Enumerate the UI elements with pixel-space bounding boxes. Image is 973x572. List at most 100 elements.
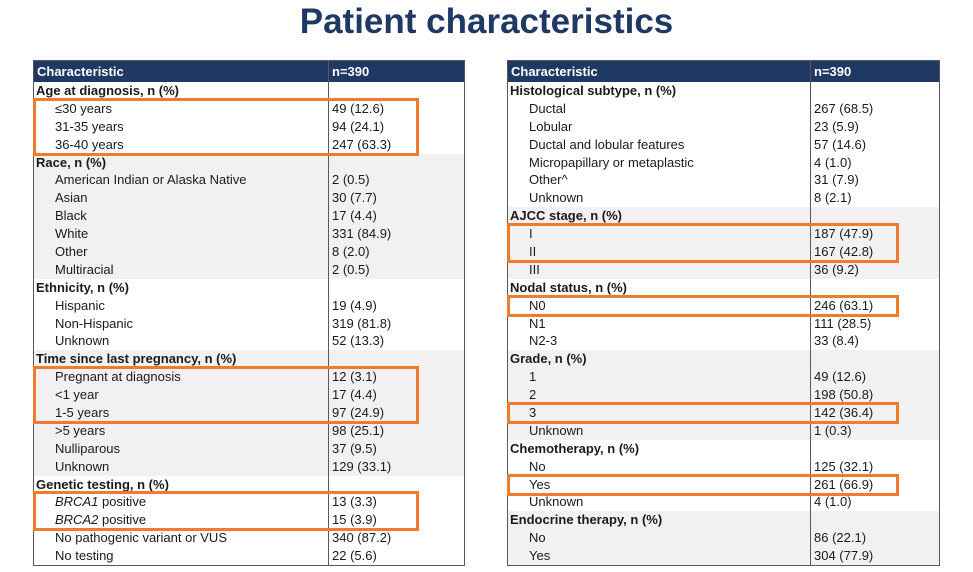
row-label: No	[529, 530, 546, 546]
value-cell	[810, 82, 939, 100]
table-row: Unknown 52 (13.3)	[34, 332, 464, 350]
row-label: Yes	[529, 476, 551, 492]
row-value: 267 (68.5)	[814, 100, 874, 116]
section-header-row: Race, n (%)	[34, 153, 464, 172]
table-row: Ductal and lobular features 57 (14.6)	[508, 136, 939, 154]
characteristic-cell: 1	[508, 368, 810, 386]
row-value: 12 (3.1)	[332, 369, 377, 385]
value-cell: 8 (2.1)	[810, 189, 939, 207]
row-label: Ductal and lobular features	[529, 136, 685, 152]
section-header-row: AJCC stage, n (%)	[508, 207, 939, 226]
characteristic-cell: No	[508, 529, 810, 547]
row-label: Pregnant at diagnosis	[55, 369, 181, 385]
row-value: 49 (12.6)	[332, 100, 385, 116]
value-cell	[810, 511, 939, 529]
row-label: 1-5 years	[55, 405, 110, 421]
row-label: 31-35 years	[55, 118, 124, 134]
section-label: Histological subtype, n (%)	[510, 83, 677, 98]
section-label: Genetic testing, n (%)	[36, 476, 169, 492]
row-label: Black	[55, 208, 87, 224]
row-value: 30 (7.7)	[332, 190, 377, 206]
characteristic-cell: Unknown	[508, 422, 810, 440]
section-label-cell: Endocrine therapy, n (%)	[508, 511, 810, 529]
value-cell: 22 (5.6)	[328, 547, 464, 565]
row-label: ≤30 years	[55, 100, 112, 116]
section-label: AJCC stage, n (%)	[510, 208, 622, 224]
characteristic-cell: N1	[508, 315, 810, 333]
table-row: Lobular 23 (5.9)	[508, 118, 939, 136]
gene-name: BRCA2	[55, 512, 99, 528]
section-label-cell: Grade, n (%)	[508, 350, 810, 368]
characteristic-cell: 1-5 years	[34, 404, 328, 422]
section-label: Grade, n (%)	[510, 351, 587, 367]
row-value: 31 (7.9)	[814, 172, 859, 188]
row-value: 8 (2.1)	[814, 190, 852, 206]
value-cell: 15 (3.9)	[328, 511, 464, 529]
value-cell: 97 (24.9)	[328, 404, 464, 422]
row-value: 340 (87.2)	[332, 530, 392, 546]
section-header-row: Histological subtype, n (%)	[508, 82, 939, 100]
row-label: Yes	[529, 548, 551, 564]
section-header-row: Nodal status, n (%)	[508, 279, 939, 297]
characteristic-cell: >5 years	[34, 422, 328, 440]
characteristic-cell: 36-40 years	[34, 136, 328, 154]
value-cell: 129 (33.1)	[328, 458, 464, 476]
characteristic-cell: Black	[34, 207, 328, 225]
row-label: II	[529, 244, 537, 260]
characteristic-cell: BRCA1 positive	[34, 493, 328, 511]
characteristic-cell: Non-Hispanic	[34, 315, 328, 333]
row-value: 37 (9.5)	[332, 440, 377, 456]
value-cell: 4 (1.0)	[810, 154, 939, 172]
row-value: 52 (13.3)	[332, 333, 385, 349]
row-label: Other	[55, 244, 88, 260]
characteristic-cell: Yes	[508, 547, 810, 565]
value-cell: 4 (1.0)	[810, 493, 939, 511]
table-row: American Indian or Alaska Native 2 (0.5)	[34, 171, 464, 190]
table-row: BRCA2 positive 15 (3.9)	[34, 511, 464, 529]
section-label: Endocrine therapy, n (%)	[510, 512, 663, 528]
row-label: Asian	[55, 190, 88, 206]
table-row: Other^ 31 (7.9)	[508, 171, 939, 189]
table-row: No pathogenic variant or VUS 340 (87.2)	[34, 529, 464, 547]
table-header-row: Characteristic n=390	[508, 61, 939, 82]
characteristic-cell: Hispanic	[34, 297, 328, 315]
table-row: Nulliparous 37 (9.5)	[34, 439, 464, 458]
row-label: I	[529, 226, 533, 242]
value-cell: 31 (7.9)	[810, 171, 939, 189]
value-cell: 142 (36.4)	[810, 404, 939, 422]
row-label: Unknown	[529, 190, 584, 206]
section-label-cell: Histological subtype, n (%)	[508, 82, 810, 100]
row-value: 17 (4.4)	[332, 387, 377, 403]
section-label-cell: Genetic testing, n (%)	[34, 476, 328, 494]
value-cell: 17 (4.4)	[328, 207, 464, 225]
value-cell: 2 (0.5)	[328, 261, 464, 279]
characteristic-cell: Yes	[508, 476, 810, 494]
row-value: 304 (77.9)	[814, 548, 874, 564]
row-value: 319 (81.8)	[332, 315, 392, 331]
row-value: 187 (47.9)	[814, 226, 874, 242]
characteristic-cell: III	[508, 261, 810, 279]
row-value: 36 (9.2)	[814, 261, 859, 277]
section-header-row: Genetic testing, n (%)	[34, 476, 464, 494]
column-divider	[810, 61, 811, 566]
row-label: Lobular	[529, 118, 573, 134]
row-value: 4 (1.0)	[814, 154, 852, 170]
value-cell: 125 (32.1)	[810, 458, 939, 476]
value-cell	[328, 350, 464, 368]
row-label: Hispanic	[55, 297, 105, 313]
value-cell: 13 (3.3)	[328, 493, 464, 511]
characteristic-cell: No pathogenic variant or VUS	[34, 529, 328, 547]
characteristic-cell: Asian	[34, 189, 328, 207]
characteristic-cell: Other^	[508, 171, 810, 189]
table-row: Pregnant at diagnosis 12 (3.1)	[34, 368, 464, 387]
row-label: N2-3	[529, 333, 558, 349]
row-label: Non-Hispanic	[55, 315, 134, 331]
characteristic-cell: 2	[508, 386, 810, 404]
value-cell: 57 (14.6)	[810, 136, 939, 154]
row-value: 8 (2.0)	[332, 244, 370, 260]
row-value: 86 (22.1)	[814, 530, 867, 546]
characteristic-cell: II	[508, 243, 810, 261]
table-row: <1 year 17 (4.4)	[34, 386, 464, 405]
row-value: 49 (12.6)	[814, 369, 867, 385]
section-label-cell: Time since last pregnancy, n (%)	[34, 350, 328, 368]
